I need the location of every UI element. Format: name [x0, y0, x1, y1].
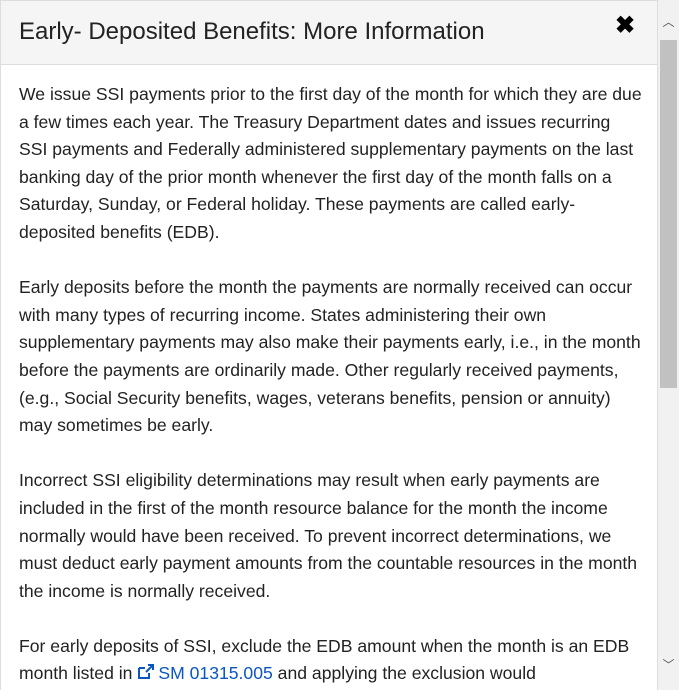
link-text: SM 01315.005 [158, 663, 273, 684]
sm-01315-005-link[interactable]: SM 01315.005 [137, 663, 273, 684]
modal-body: We issue SSI payments prior to the first… [1, 65, 657, 688]
external-link-icon [138, 664, 155, 680]
paragraph: Incorrect SSI eligibility determinations… [19, 470, 638, 601]
paragraph-text: For early deposits of SSI, exclude the E… [19, 635, 630, 684]
scrollbar-thumb[interactable] [660, 40, 677, 388]
modal-dialog: Early- Deposited Benefits: More Informat… [0, 0, 658, 690]
scroll-up-icon[interactable]: ︿ [662, 15, 675, 29]
close-icon[interactable]: ✖ [615, 12, 636, 39]
scroll-down-icon[interactable]: ﹀ [662, 658, 675, 672]
modal-header: Early- Deposited Benefits: More Informat… [1, 1, 657, 65]
paragraph-text: and applying the exclusion would [272, 663, 536, 684]
paragraph: We issue SSI payments prior to the first… [19, 84, 642, 242]
paragraph: For early deposits of SSI, exclude the E… [19, 633, 643, 688]
scrollbar[interactable]: ︿ ﹀ [658, 0, 679, 690]
paragraph: Early deposits before the month the paym… [19, 277, 641, 436]
modal-title: Early- Deposited Benefits: More Informat… [19, 18, 485, 45]
